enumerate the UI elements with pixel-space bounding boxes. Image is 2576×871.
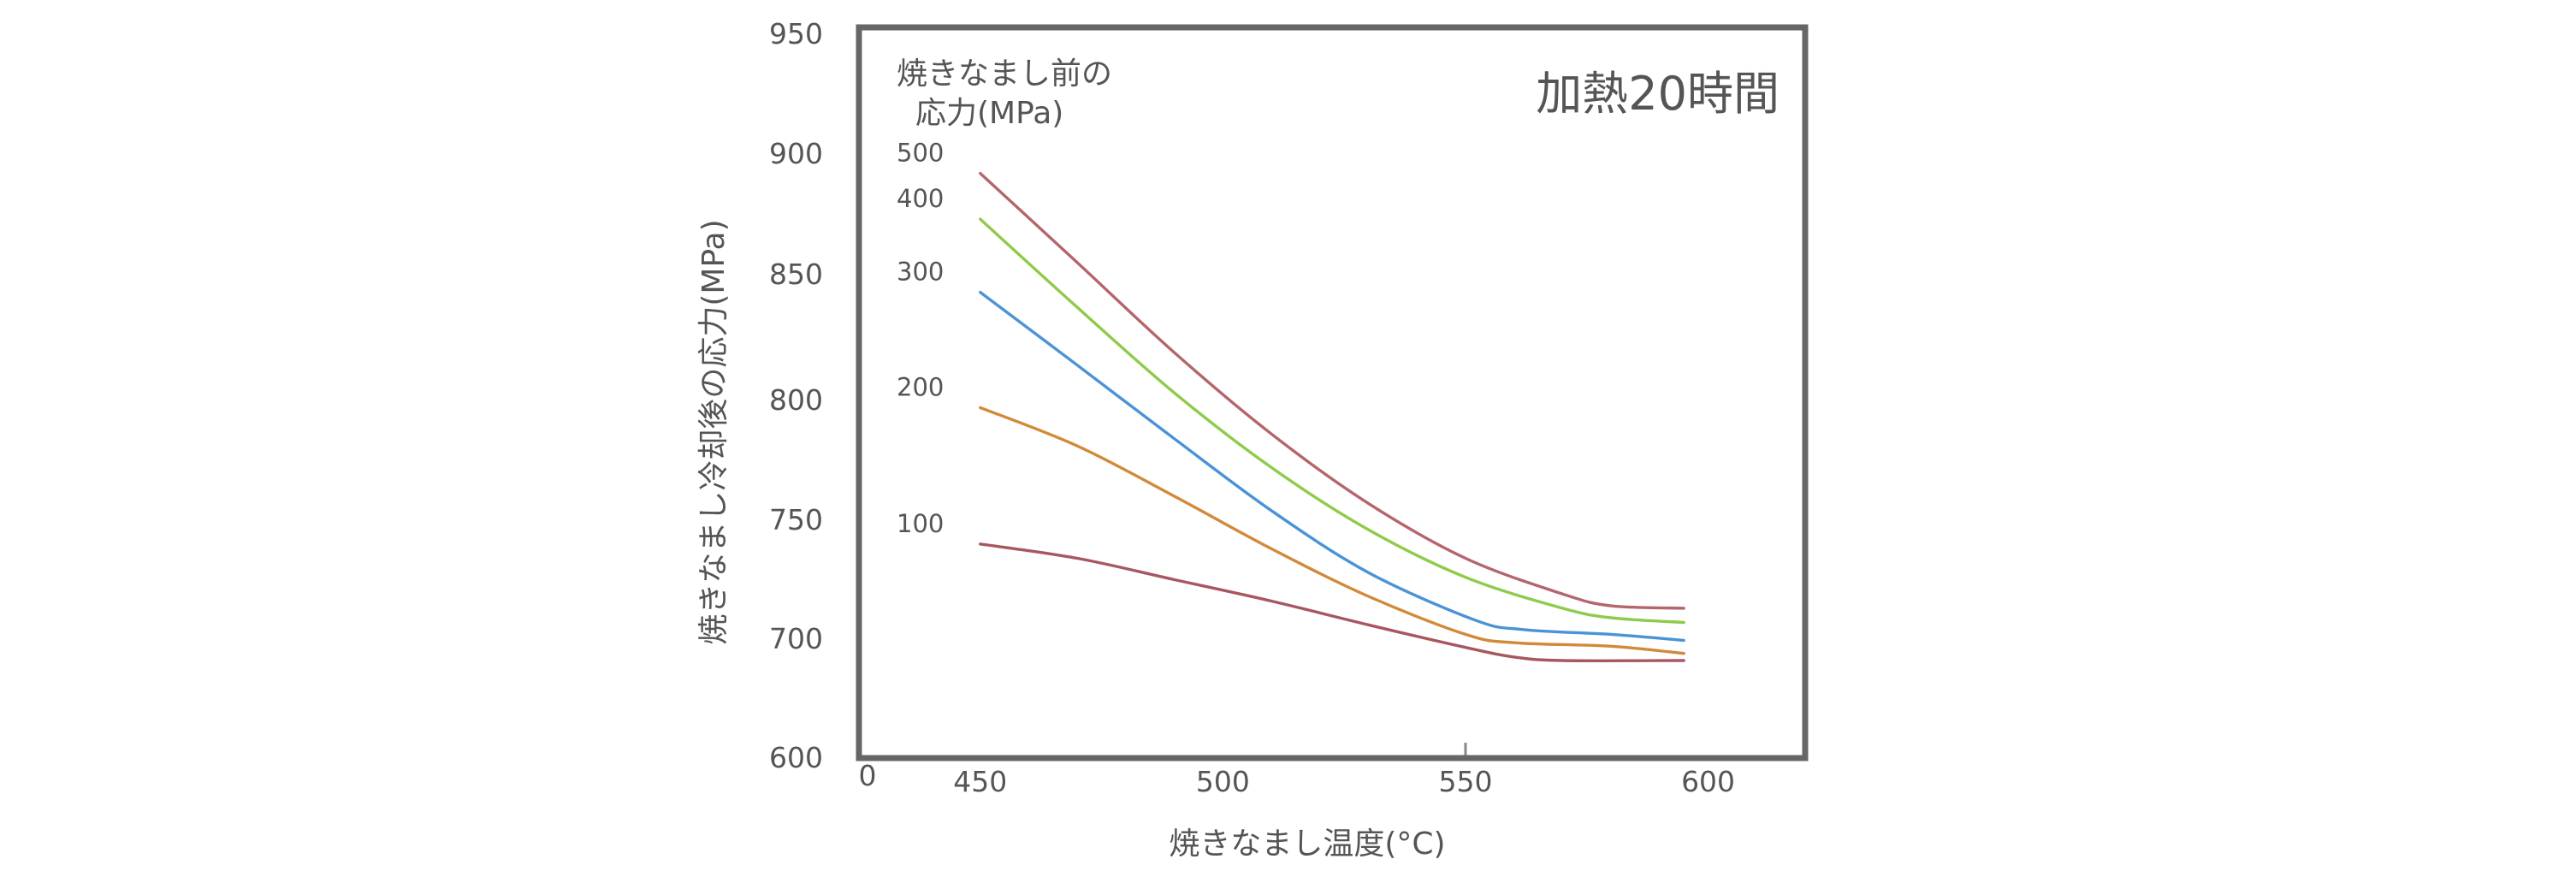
series-label-100: 100 [897,509,944,538]
y-tick-label-800: 800 [769,383,823,417]
series-line-500 [979,171,1685,610]
x-axis-origin-label: 0 [859,759,877,792]
series-lines [979,171,1685,663]
series-line-300 [979,290,1685,643]
legend-title-line-2: 応力(MPa) [915,96,1063,131]
y-tick-label-850: 850 [769,258,823,291]
chart-annotation: 加熱20時間 [1536,67,1780,121]
series-label-400: 400 [897,184,944,213]
x-axis-title: 焼きなまし温度(°C) [1169,827,1445,862]
x-axis-ticks: 450 500 550 600 [953,765,1735,798]
plot-frame [856,24,1809,761]
y-tick-label-950: 950 [769,17,823,50]
x-tick-label-450: 450 [953,765,1007,798]
legend-title-line-1: 焼きなまし前の [897,56,1112,92]
y-tick-label-600: 600 [769,741,823,774]
series-label-500: 500 [897,139,944,168]
series-line-200 [979,406,1685,655]
y-axis-title: 焼きなまし冷却後の応力(MPa) [696,219,731,644]
series-line-400 [979,217,1685,625]
x-tick-label-500: 500 [1196,765,1250,798]
y-tick-label-750: 750 [769,503,823,536]
series-labels: 500 400 300 200 100 [897,139,944,538]
y-axis-ticks: 950 900 850 800 750 700 600 [769,17,823,774]
series-label-200: 200 [897,372,944,401]
y-tick-label-700: 700 [769,622,823,655]
y-tick-label-900: 900 [769,137,823,170]
x-tick-label-600: 600 [1681,765,1735,798]
series-label-300: 300 [897,258,944,287]
x-tick-label-550: 550 [1438,765,1492,798]
series-line-100 [979,542,1685,663]
